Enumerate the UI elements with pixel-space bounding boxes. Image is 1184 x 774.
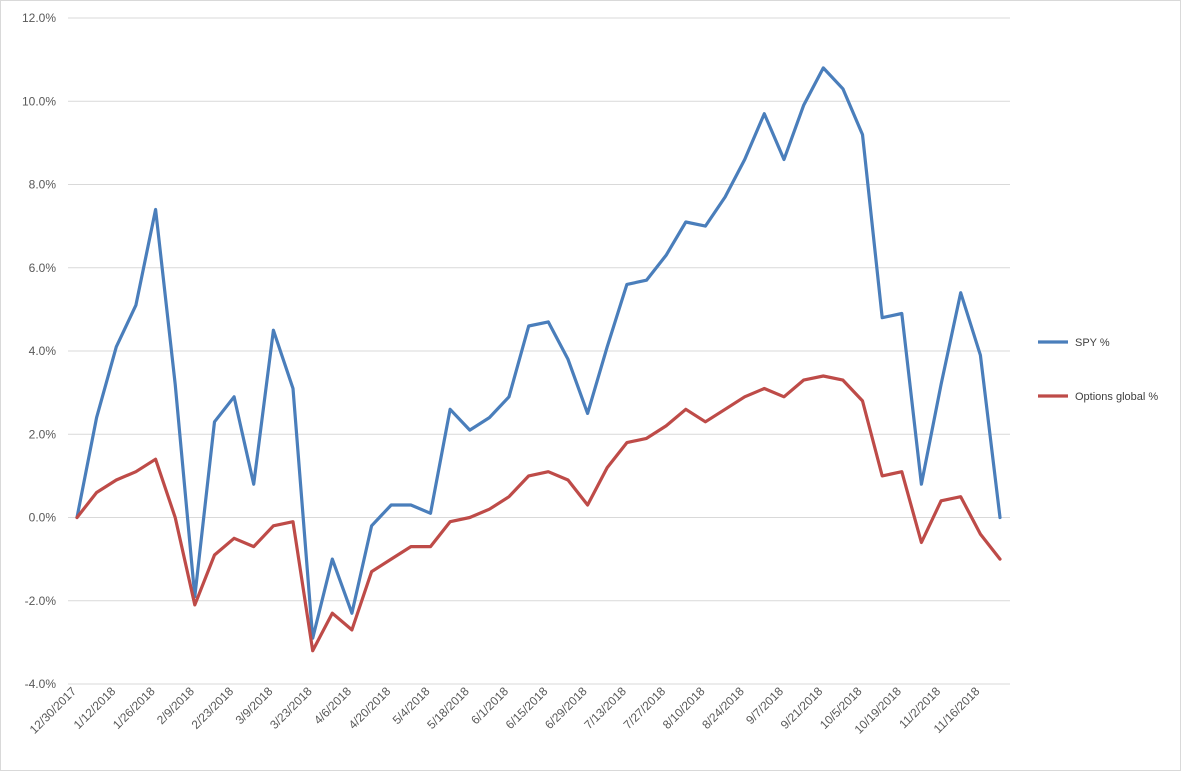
- options-global-series-line: [75, 374, 1002, 653]
- y-tick-label: -4.0%: [25, 677, 57, 691]
- x-tick-label: 3/23/2018: [267, 684, 315, 732]
- x-axis: 12/30/20171/12/20181/26/20182/9/20182/23…: [27, 684, 983, 737]
- x-tick-label: 8/24/2018: [699, 684, 747, 732]
- y-tick-label: 12.0%: [22, 11, 56, 25]
- x-tick-label: 4/20/2018: [346, 684, 394, 732]
- legend: SPY % Options global %: [1038, 337, 1158, 403]
- y-tick-label: 10.0%: [22, 94, 56, 108]
- legend-entry-label: SPY %: [1075, 337, 1110, 349]
- y-tick-label: 6.0%: [29, 261, 57, 275]
- series-lines: [75, 66, 1002, 653]
- x-tick-label: 2/23/2018: [189, 684, 237, 732]
- x-tick-label: 5/18/2018: [424, 684, 472, 732]
- y-tick-label: 2.0%: [29, 427, 57, 441]
- y-tick-label: -2.0%: [25, 594, 57, 608]
- y-axis: -4.0% -2.0% 0.0% 2.0% 4.0% 6.0% 8.0% 10.0% 12.0%: [22, 11, 56, 691]
- legend-entry-label: Options global %: [1075, 391, 1158, 403]
- x-tick-label: 1/26/2018: [110, 684, 158, 732]
- x-tick-label: 12/30/2017: [27, 684, 80, 737]
- y-tick-label: 0.0%: [29, 511, 57, 525]
- y-tick-label: 8.0%: [29, 178, 57, 192]
- spy-series-line: [75, 66, 1002, 640]
- gridlines: [68, 17, 1010, 685]
- y-tick-label: 4.0%: [29, 344, 57, 358]
